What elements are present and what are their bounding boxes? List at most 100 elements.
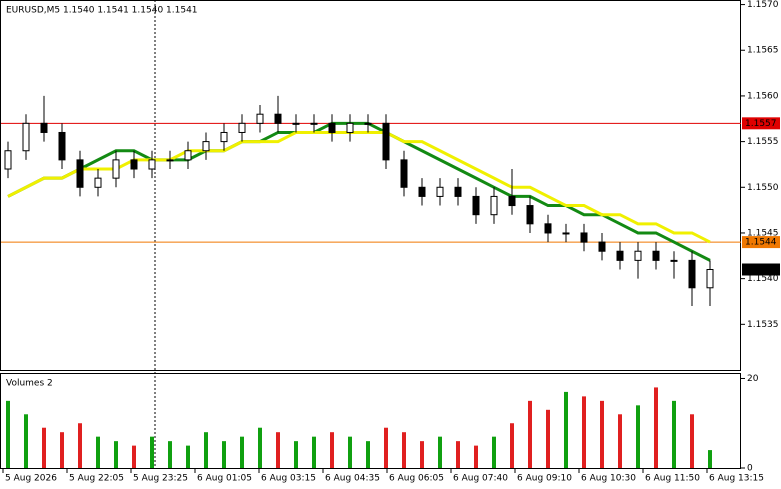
volume-bar	[312, 436, 316, 468]
volume-bar	[114, 441, 118, 468]
candle-body	[580, 232, 588, 243]
candle-body	[94, 177, 102, 188]
candle-body	[436, 186, 444, 197]
volume-bar	[186, 445, 190, 468]
candle-body	[220, 131, 228, 143]
level-label-bg	[742, 236, 780, 249]
candle-body	[400, 159, 408, 188]
candle-body	[292, 122, 300, 125]
y-tick-label: 1.1535	[747, 320, 779, 330]
volume-bar	[420, 441, 424, 468]
volume-bar	[60, 432, 64, 468]
volume-bar	[150, 436, 154, 468]
volume-bar	[222, 441, 226, 468]
volume-bar	[132, 445, 136, 468]
candle-body	[328, 122, 336, 133]
candle-body	[166, 159, 174, 162]
x-tick-label: 6 Aug 01:05	[197, 474, 252, 484]
volume-bar	[492, 436, 496, 468]
candle-body	[418, 186, 426, 197]
x-tick-label: 5 Aug 22:05	[69, 474, 124, 484]
candle-body	[58, 131, 66, 161]
x-tick-label: 6 Aug 06:05	[389, 474, 444, 484]
volume-bar	[168, 441, 172, 468]
y-tick-label: 1.1550	[747, 183, 779, 193]
candle-body	[238, 122, 246, 133]
volume-bar	[96, 436, 100, 468]
level-label-bg	[742, 117, 780, 130]
candle-body	[4, 150, 12, 170]
y-tick-label: 1.1565	[747, 46, 779, 56]
level-label: 1.1544	[745, 238, 777, 248]
x-tick-label: 5 Aug 23:25	[133, 474, 188, 484]
volume-bar	[276, 432, 280, 468]
price-pane	[0, 0, 741, 371]
volume-tick-label: 20	[747, 374, 759, 384]
volume-bar	[564, 391, 568, 468]
x-tick-label: 6 Aug 04:35	[325, 474, 380, 484]
y-tick-label: 1.1560	[747, 91, 779, 101]
candle-body	[688, 259, 696, 289]
y-tick-label: 1.1570	[747, 0, 779, 10]
candle-body	[346, 122, 354, 133]
volume-bar	[42, 427, 46, 468]
candle-body	[670, 259, 678, 262]
candle-body	[454, 186, 462, 197]
candle-body	[472, 195, 480, 216]
volume-bar	[546, 409, 550, 468]
volume-bar	[384, 427, 388, 468]
y-tick-label: 1.1555	[747, 137, 779, 147]
candle-body	[256, 113, 264, 124]
volume-bar	[6, 400, 10, 468]
candle-body	[130, 159, 138, 170]
x-tick-label: 6 Aug 03:15	[261, 474, 316, 484]
volume-pane	[0, 373, 741, 469]
volume-bar	[438, 436, 442, 468]
candle-body	[148, 159, 156, 170]
volume-bar	[474, 445, 478, 468]
volume-bar	[24, 414, 28, 468]
candle-body	[526, 205, 534, 225]
volume-bar	[636, 405, 640, 468]
candle-body	[382, 122, 390, 161]
volume-bar	[690, 414, 694, 468]
candle-body	[544, 223, 552, 234]
candle-body	[508, 195, 516, 207]
moving-average	[7, 130, 711, 244]
y-tick-label: 1.1545	[747, 228, 779, 238]
volume-bar	[240, 436, 244, 468]
candle-body	[184, 150, 192, 161]
volume-bar	[528, 400, 532, 468]
candle-body	[562, 232, 570, 235]
volume-bar	[330, 432, 334, 468]
candle-body	[202, 141, 210, 152]
volume-bar	[348, 436, 352, 468]
volume-title: Volumes 2	[6, 379, 53, 389]
volume-bar	[294, 441, 298, 468]
moving-average	[7, 121, 711, 262]
volume-bar	[600, 400, 604, 468]
level-label: 1.1557	[745, 119, 777, 129]
chart-title: EURUSD,M5 1.1540 1.1541 1.1540 1.1541	[6, 6, 198, 16]
volume-bar	[582, 396, 586, 468]
candle-body	[40, 122, 48, 133]
candle-body	[112, 159, 120, 179]
candle-body	[652, 250, 660, 261]
x-tick-label: 6 Aug 11:50	[645, 474, 700, 484]
candle-body	[634, 250, 642, 261]
candle-body	[598, 241, 606, 252]
x-tick-label: 6 Aug 10:30	[581, 474, 636, 484]
x-tick-label: 5 Aug 2026	[5, 474, 57, 484]
volume-tick-label: 0	[747, 464, 753, 474]
volume-bar	[456, 441, 460, 468]
volume-bar	[672, 400, 676, 468]
volume-bar	[708, 450, 712, 468]
candle-body	[274, 113, 282, 124]
volume-bar	[402, 432, 406, 468]
candle-body	[490, 195, 498, 216]
volume-bar	[78, 423, 82, 468]
candle-body	[76, 159, 84, 188]
candle-body	[364, 122, 372, 125]
last-price-label: 1.1541	[745, 265, 777, 275]
